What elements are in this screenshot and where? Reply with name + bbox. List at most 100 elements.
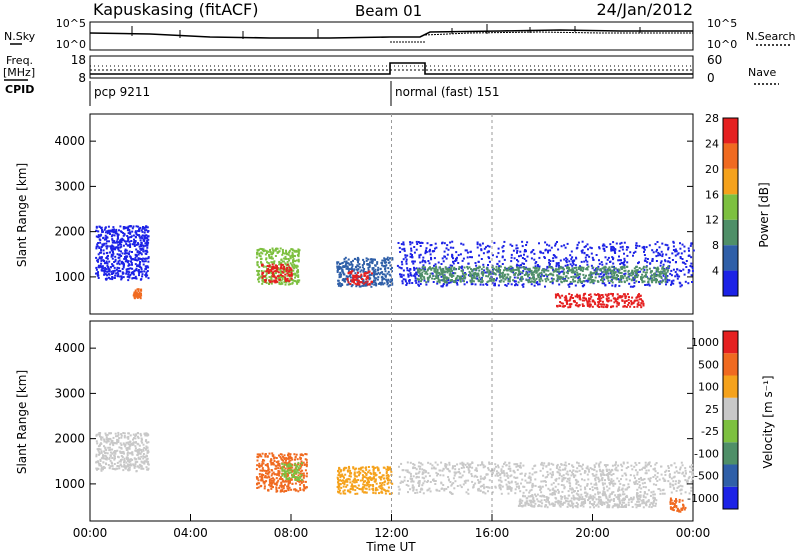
power-data-mark: [571, 264, 574, 267]
power-data-mark: [661, 253, 664, 256]
power-data-mark: [574, 280, 577, 283]
power-data-mark: [285, 249, 287, 252]
power-data-mark: [370, 280, 373, 283]
power-data-mark: [280, 270, 282, 273]
power-data-mark: [510, 256, 513, 259]
velocity-data-mark: [131, 453, 134, 456]
power-data-mark: [101, 229, 103, 231]
power-data-mark: [373, 274, 376, 277]
power-data-mark: [257, 248, 260, 251]
power-data-mark: [112, 241, 115, 244]
velocity-data-mark: [280, 458, 283, 461]
power-data-mark: [385, 258, 388, 261]
velocity-data-mark: [117, 433, 120, 436]
power-data-mark: [488, 260, 491, 263]
power-data-mark: [672, 241, 675, 244]
velocity-data-mark: [286, 472, 289, 475]
velocity-data-mark: [287, 483, 290, 486]
power-data-mark: [642, 267, 645, 270]
power-data-mark: [517, 272, 520, 275]
velocity-data-mark: [302, 472, 305, 475]
velocity-data-mark: [387, 479, 389, 482]
power-data-mark: [664, 259, 666, 262]
power-data-mark: [663, 272, 666, 275]
power-data-mark: [524, 266, 527, 269]
velocity-data-mark: [261, 475, 264, 478]
power-data-mark: [625, 305, 628, 308]
velocity-data-mark: [261, 467, 264, 470]
power-data-mark: [547, 269, 550, 272]
velocity-data-mark: [564, 477, 567, 480]
power-data-mark: [108, 251, 111, 254]
power-data-mark: [639, 304, 642, 307]
power-data-mark: [499, 274, 502, 277]
power-data-mark: [613, 249, 616, 252]
velocity-data-mark: [375, 473, 378, 476]
velocity-data-mark: [340, 486, 343, 489]
power-data-mark: [618, 259, 621, 262]
power-data-mark: [683, 250, 686, 253]
power-data-mark: [631, 269, 634, 272]
power-data-mark: [514, 272, 517, 275]
power-data-mark: [140, 244, 143, 247]
power-data-mark: [336, 262, 339, 265]
power-data-mark: [567, 283, 570, 286]
velocity-data-mark: [283, 465, 285, 468]
velocity-data-mark: [255, 468, 258, 471]
power-data-mark: [419, 242, 422, 244]
power-data-mark: [487, 264, 489, 266]
velocity-data-mark: [96, 468, 98, 471]
power-data-mark: [638, 261, 640, 264]
velocity-data-mark: [269, 482, 272, 485]
power-data-mark: [621, 274, 624, 277]
power-data-mark: [143, 270, 146, 273]
velocity-data-mark: [648, 463, 651, 466]
power-data-mark: [512, 269, 515, 272]
power-data-mark: [140, 242, 143, 245]
power-data-mark: [140, 253, 143, 256]
power-data-mark: [447, 279, 450, 282]
velocity-data-mark: [101, 466, 104, 469]
power-data-mark: [576, 281, 579, 284]
power-data-mark: [281, 260, 284, 263]
power-data-mark: [537, 283, 539, 286]
power-data-mark: [362, 284, 365, 287]
power-data-mark: [592, 258, 595, 261]
power-data-mark: [595, 271, 598, 274]
power-data-mark: [491, 270, 494, 273]
power-data-mark: [103, 242, 106, 245]
power-data-mark: [141, 247, 143, 250]
power-data-mark: [623, 280, 626, 283]
power-data-mark: [114, 241, 117, 244]
power-data-mark: [688, 249, 690, 252]
power-data-mark: [292, 259, 295, 262]
velocity-data-mark: [560, 463, 563, 466]
power-data-mark: [509, 276, 512, 279]
power-data-mark: [281, 275, 284, 277]
power-data-mark: [611, 284, 614, 287]
velocity-data-mark: [296, 476, 298, 479]
velocity-data-mark: [132, 464, 135, 467]
power-data-mark: [283, 265, 286, 268]
power-data-mark: [493, 272, 496, 275]
power-data-mark: [349, 276, 352, 279]
velocity-data-mark: [108, 449, 111, 452]
velocity-data-mark: [667, 467, 670, 469]
velocity-data-mark: [355, 467, 357, 470]
velocity-data-mark: [272, 471, 275, 474]
power-data-mark: [587, 300, 590, 303]
velocity-data-mark: [465, 466, 468, 468]
velocity-data-mark: [287, 452, 290, 455]
power-data-mark: [633, 278, 636, 281]
power-data-mark: [367, 268, 370, 271]
power-data-mark: [357, 268, 360, 271]
power-data-mark: [269, 265, 272, 268]
velocity-data-mark: [136, 451, 139, 454]
velocity-data-mark: [109, 454, 112, 457]
power-data-mark: [376, 262, 379, 265]
power-data-mark: [635, 269, 638, 272]
power-data-mark: [549, 260, 552, 263]
power-data-mark: [546, 243, 548, 246]
velocity-data-mark: [467, 492, 470, 495]
velocity-data-mark: [138, 444, 141, 447]
